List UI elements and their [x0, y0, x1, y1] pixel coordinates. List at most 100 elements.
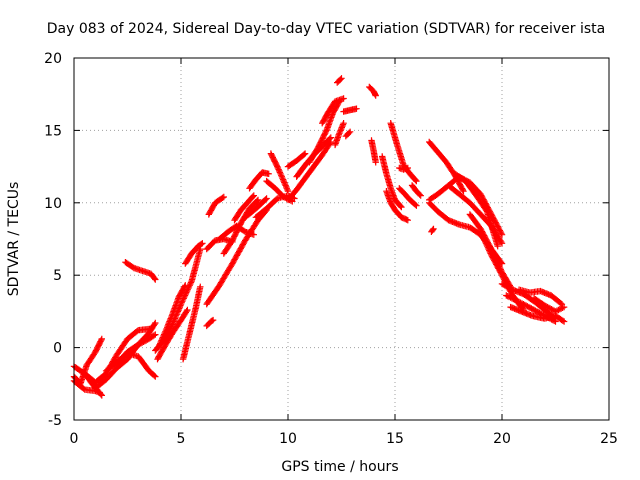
data-point — [240, 240, 247, 247]
data-point — [460, 188, 467, 195]
data-point — [404, 217, 411, 224]
data-point — [430, 225, 437, 233]
data-point — [152, 331, 159, 338]
data-point — [262, 196, 269, 203]
data-point — [372, 92, 379, 99]
series-arc31 — [340, 105, 360, 115]
data-point — [238, 244, 245, 251]
data-point — [301, 150, 309, 157]
series-arc42 — [408, 182, 424, 199]
data-point — [483, 241, 490, 248]
series-arc47 — [451, 170, 501, 250]
data-point — [249, 193, 256, 200]
plot-frame — [73, 57, 610, 421]
data-point — [511, 296, 518, 303]
data-point — [560, 318, 568, 325]
y-tick-label: 10 — [44, 196, 62, 212]
data-point — [327, 134, 334, 141]
x-tick-label: 20 — [493, 431, 511, 447]
data-point — [479, 232, 486, 240]
series-arc08 — [122, 259, 159, 283]
series-arc20 — [231, 192, 257, 224]
data-point — [151, 372, 158, 379]
series-arc50 — [428, 225, 437, 235]
data-point — [429, 226, 436, 233]
data-point — [404, 164, 411, 172]
series-arc28 — [284, 150, 309, 170]
chart-title: Day 083 of 2024, Sidereal Day-to-day VTE… — [47, 21, 605, 37]
data-point — [184, 306, 191, 314]
data-point — [250, 192, 257, 199]
series-arc11 — [154, 306, 191, 363]
series-arc54 — [507, 303, 568, 325]
series-arc43 — [426, 138, 467, 195]
data-point — [198, 240, 205, 248]
series-arc22 — [246, 169, 272, 192]
data-point — [478, 231, 486, 238]
series-arc32 — [334, 75, 345, 86]
data-point — [199, 240, 206, 247]
data-point — [508, 295, 516, 302]
data-point — [151, 321, 158, 328]
data-point — [281, 180, 289, 188]
data-point — [517, 299, 524, 306]
series-arc40 — [396, 185, 420, 209]
data-point — [265, 170, 272, 177]
data-point — [254, 196, 262, 204]
series-arc14 — [203, 316, 217, 330]
series-arc10 — [156, 282, 189, 348]
data-point — [152, 373, 159, 380]
data-point — [559, 317, 566, 324]
data-point — [552, 318, 559, 325]
data-point — [279, 175, 286, 182]
data-point — [459, 186, 466, 194]
data-point — [337, 76, 344, 83]
data-point — [157, 340, 164, 347]
data-point — [183, 289, 190, 296]
data-point — [151, 275, 158, 282]
series-arc34 — [342, 128, 354, 140]
data-point — [412, 176, 419, 184]
data-point — [289, 198, 296, 205]
data-point — [276, 167, 283, 175]
series-arc15 — [203, 206, 270, 308]
series-arc13 — [182, 240, 206, 267]
data-point — [209, 316, 217, 324]
data-point — [98, 337, 105, 344]
data-point — [482, 207, 490, 214]
data-point — [263, 195, 270, 202]
series-arc53 — [515, 286, 566, 308]
grid — [74, 58, 609, 420]
x-tick-label: 15 — [386, 431, 404, 447]
data-point — [482, 238, 489, 246]
series-arc55 — [530, 295, 568, 315]
y-tick-label: 20 — [44, 51, 62, 67]
data-point — [324, 122, 332, 130]
series-arc36 — [368, 137, 379, 166]
data-point — [398, 203, 405, 211]
data-point — [413, 177, 420, 185]
data-point — [98, 335, 105, 343]
data-point — [507, 294, 514, 301]
data-point — [417, 192, 424, 199]
data-point — [556, 306, 563, 313]
series-arc17 — [205, 193, 227, 218]
data-point — [253, 197, 261, 205]
data-point — [412, 201, 419, 208]
data-point — [181, 293, 188, 301]
data-point — [338, 75, 345, 82]
data-point — [485, 245, 492, 253]
series-arc04 — [81, 325, 155, 386]
series-arc30 — [319, 95, 347, 127]
data-point — [552, 308, 559, 315]
data-point — [187, 279, 195, 286]
x-tick-label: 0 — [70, 431, 79, 447]
x-tick-label: 25 — [600, 431, 618, 447]
data-point — [159, 334, 166, 341]
data-point — [280, 193, 287, 201]
data-point — [152, 276, 159, 283]
series-arc21 — [242, 195, 270, 221]
data-point — [340, 120, 347, 127]
series-arc29 — [306, 98, 343, 166]
y-tick-label: -5 — [48, 413, 62, 429]
